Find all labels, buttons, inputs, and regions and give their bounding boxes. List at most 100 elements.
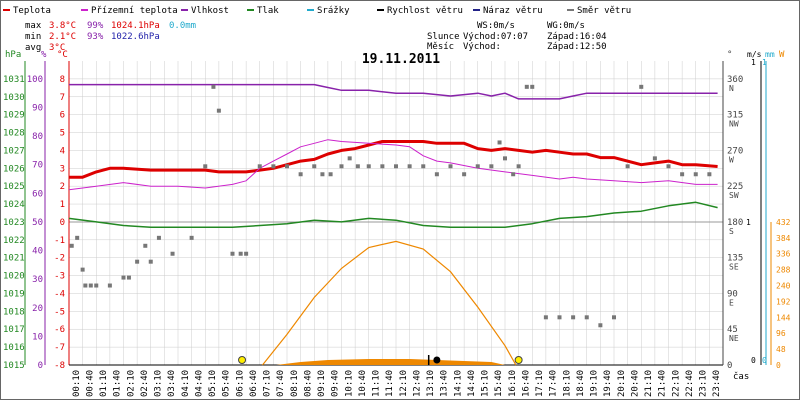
x-tick-label: 00:10 <box>72 370 82 397</box>
hum-tick-label: 80 <box>32 132 43 142</box>
temp-tick-label: 8 <box>60 75 65 85</box>
legend-label: Vlhkost <box>191 6 229 16</box>
press-tick-label: 1019 <box>3 289 25 299</box>
solar-unit-label: W <box>779 50 785 60</box>
hum-tick-label: 90 <box>32 103 43 113</box>
x-tick-label: 11:10 <box>372 370 382 397</box>
x-tick-label: 10:10 <box>344 370 354 397</box>
dir-point <box>516 164 521 169</box>
legend-label: Směr větru <box>577 6 631 16</box>
solar-curve <box>262 240 517 366</box>
temp-tick-label: -5 <box>54 307 65 317</box>
press-tick-label: 1018 <box>3 307 25 317</box>
dir-point <box>285 164 289 169</box>
dir-point <box>216 108 221 113</box>
dir-point <box>421 164 426 169</box>
dir-tick-label: 135 <box>727 254 743 264</box>
solar-tick-label: 384 <box>776 234 791 243</box>
press-tick-label: 1024 <box>3 200 25 210</box>
press-tick-label: 1021 <box>3 254 25 264</box>
dir-point <box>612 315 616 320</box>
dir-point <box>497 140 502 145</box>
solar-tick-label: 336 <box>776 250 791 259</box>
press-tick-label: 1029 <box>3 111 25 121</box>
solar-tick-label: 288 <box>776 266 791 275</box>
x-tick-label: 20:40 <box>630 370 640 397</box>
temp-series-line <box>69 140 718 179</box>
press-tick-label: 1022 <box>3 236 25 246</box>
x-tick-label: 23:40 <box>712 370 722 397</box>
stats-row-label: min <box>25 32 41 42</box>
x-tick-label: 05:10 <box>208 370 218 397</box>
dir-point <box>75 235 80 240</box>
x-tick-label: 23:10 <box>699 370 709 397</box>
dir-point <box>244 251 249 256</box>
dir-point <box>148 259 153 264</box>
x-tick-label: 01:10 <box>99 370 109 397</box>
dir-point <box>88 283 93 288</box>
press-tick-label: 1026 <box>3 164 25 174</box>
legend-label: Náraz větru <box>483 6 543 16</box>
dir-tick-label: 0 <box>727 361 732 371</box>
sun-label: Slunce <box>427 32 460 42</box>
x-tick-label: 18:10 <box>562 370 572 397</box>
press-series-line <box>68 201 718 229</box>
dir-point <box>598 323 603 328</box>
stats-temp: 3.8°C <box>49 21 76 31</box>
sunrise-marker <box>238 356 247 364</box>
dir-point <box>156 235 161 240</box>
x-tick-label: 14:10 <box>453 370 463 397</box>
x-tick-label: 20:10 <box>617 370 627 397</box>
dir-point <box>238 251 243 256</box>
temp-tick-label: -3 <box>54 272 65 282</box>
dir-point <box>69 243 74 248</box>
dir-point <box>355 164 360 169</box>
x-axis-title: čas <box>733 371 749 382</box>
x-tick-label: 17:10 <box>535 370 545 397</box>
x-tick-label: 01:40 <box>113 370 123 397</box>
dir-point <box>511 172 516 177</box>
temp-tick-label: 6 <box>60 111 65 121</box>
press-tick-label: 1017 <box>3 325 25 335</box>
rain-tick-label: 1 <box>762 58 767 67</box>
moonrise-text: Východ: <box>463 42 501 52</box>
press-tick-label: 1028 <box>3 129 25 139</box>
press-tick-label: 1027 <box>3 146 25 156</box>
legend-label: Teplota <box>13 6 51 16</box>
x-tick-label: 02:40 <box>140 370 150 397</box>
solar-fill-area <box>276 359 505 365</box>
dir-point <box>347 156 352 161</box>
x-tick-label: 13:10 <box>426 370 436 397</box>
dir-point <box>121 275 126 280</box>
x-tick-label: 09:40 <box>331 370 341 397</box>
wind-unit-label: m/s <box>747 50 762 59</box>
stats-temp: 2.1°C <box>49 32 76 42</box>
x-tick-label: 22:10 <box>671 370 681 397</box>
stats-row-label: max <box>25 21 42 31</box>
solar-tick-label: 96 <box>776 329 786 338</box>
x-tick-label: 06:10 <box>235 370 245 397</box>
dir-point <box>407 164 412 169</box>
x-tick-label: 16:10 <box>508 370 518 397</box>
dir-point <box>584 315 589 320</box>
x-tick-label: 12:40 <box>412 370 422 397</box>
x-tick-label: 14:40 <box>467 370 477 397</box>
hum-tick-label: 30 <box>32 275 43 285</box>
dir-point <box>94 283 99 288</box>
x-tick-label: 05:40 <box>222 370 232 397</box>
x-tick-label: 16:40 <box>521 370 531 397</box>
dir-point <box>83 283 88 288</box>
x-tick-label: 21:40 <box>658 370 668 397</box>
dir-name-label: E <box>729 298 734 307</box>
stats-rain: 0.0mm <box>169 21 196 31</box>
dir-point <box>189 235 194 240</box>
legend-label: Rychlost větru <box>387 6 463 16</box>
dir-point <box>298 172 303 177</box>
press-tick-label: 1025 <box>3 182 25 192</box>
x-tick-label: 04:40 <box>194 370 204 397</box>
dir-point <box>328 172 333 177</box>
temp-tick-label: 7 <box>60 93 65 103</box>
dir-tick-label: 90 <box>727 289 738 299</box>
wind-tick-label: 1 <box>751 58 756 67</box>
